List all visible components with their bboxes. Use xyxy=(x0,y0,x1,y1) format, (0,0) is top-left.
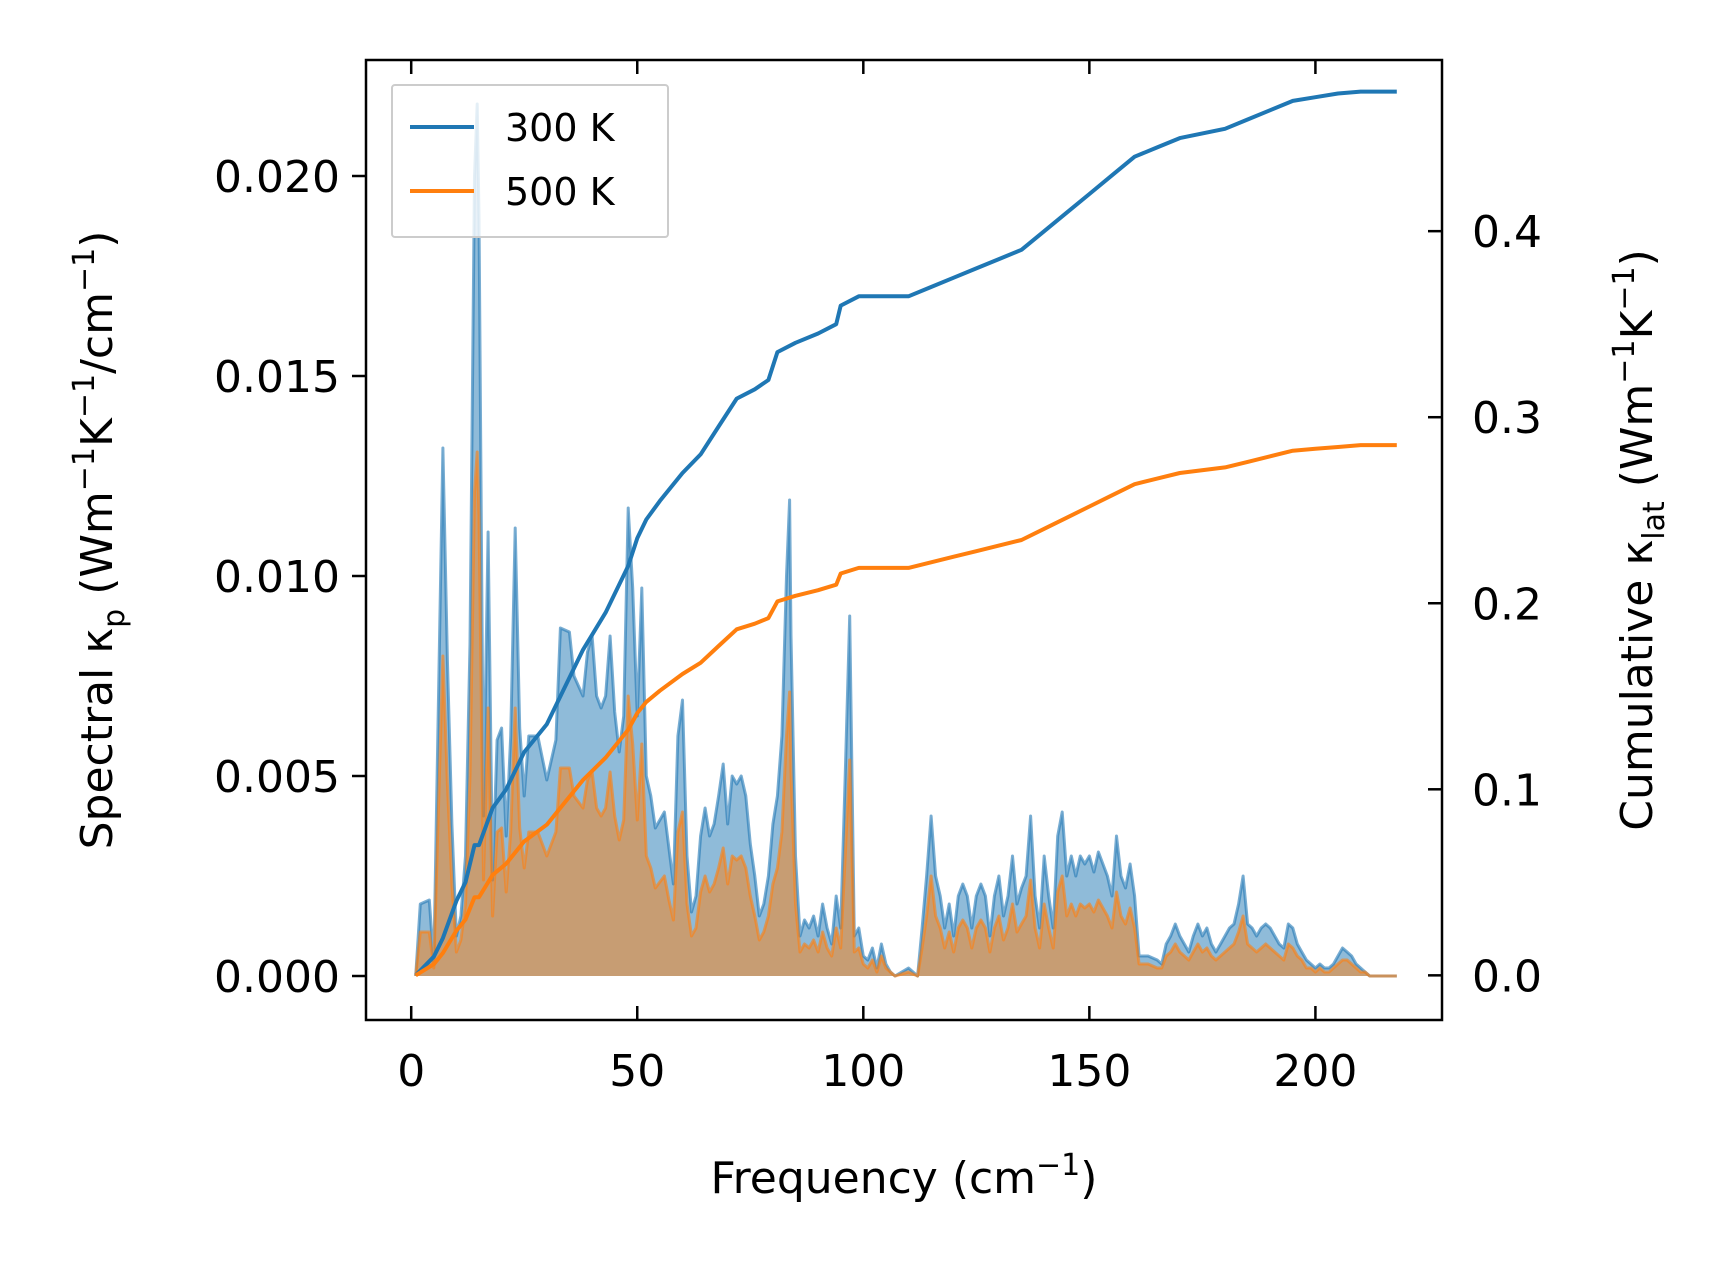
legend-box xyxy=(391,84,669,238)
y-right-axis-ticks: 0.0 0.1 0.2 0.3 0.4 xyxy=(1428,207,1542,1002)
y-left-tick-label: 0.000 xyxy=(214,952,340,1003)
legend-label-300k: 300 K xyxy=(505,106,616,150)
x-tick-label: 50 xyxy=(609,1046,665,1097)
y-left-tick-label: 0.020 xyxy=(214,152,340,203)
cumulative-line-500-k xyxy=(414,443,1397,978)
x-tick-label: 0 xyxy=(397,1046,425,1097)
y-right-tick-label: 0.1 xyxy=(1472,765,1542,816)
y-left-tick-label: 0.010 xyxy=(214,552,340,603)
x-axis-ticks: 0 50 100 150 200 xyxy=(397,60,1357,1097)
data-lines xyxy=(414,89,1397,978)
y-right-tick-label: 0.2 xyxy=(1472,579,1542,630)
y-left-axis-ticks: 0.000 0.005 0.010 0.015 0.020 xyxy=(214,152,366,1003)
spectral-line-500-k xyxy=(414,450,1397,978)
x-tick-label: 100 xyxy=(821,1046,905,1097)
x-tick-label: 150 xyxy=(1047,1046,1131,1097)
plot-frame xyxy=(364,58,1444,1022)
spectral-fills xyxy=(414,102,1397,978)
spectral-fill-500-k xyxy=(415,452,1397,976)
x-axis-title: Frequency (cm−1) xyxy=(711,1148,1098,1204)
y-right-tick-label: 0.3 xyxy=(1472,393,1542,444)
y-left-tick-label: 0.015 xyxy=(214,352,340,403)
spectral-line-300-k xyxy=(414,102,1397,978)
y-right-tick-label: 0.0 xyxy=(1472,951,1542,1002)
cumulative-line-300-k xyxy=(414,89,1397,977)
legend-label-500k: 500 K xyxy=(505,170,616,214)
legend: 300 K 500 K xyxy=(391,84,669,238)
y-right-axis-title: Cumulative κlat (Wm−1K−1) xyxy=(1607,249,1672,831)
y-left-axis-title: Spectral κp (Wm−1K−1/cm−1) xyxy=(67,231,132,850)
x-tick-label: 200 xyxy=(1273,1046,1357,1097)
y-left-tick-label: 0.005 xyxy=(214,752,340,803)
y-right-tick-label: 0.4 xyxy=(1472,207,1542,258)
